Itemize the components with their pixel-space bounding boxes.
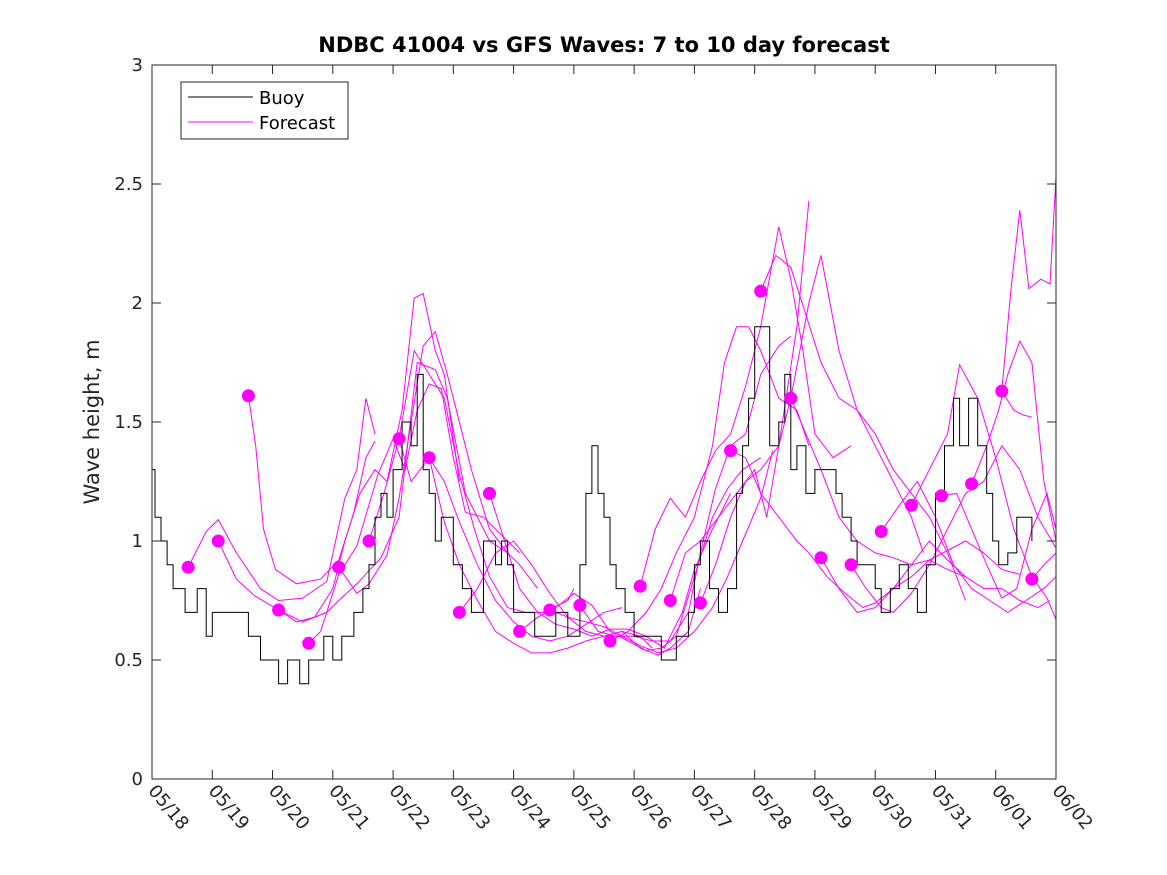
buoy-layer [152, 326, 1033, 685]
forecast-marker-28 [995, 384, 1009, 398]
forecast-marker-3 [241, 389, 255, 403]
chart-title: NDBC 41004 vs GFS Waves: 7 to 10 day for… [318, 33, 889, 57]
forecast-marker-25 [904, 498, 918, 512]
forecast-line-3 [217, 292, 460, 623]
y-tick-label: 2 [132, 293, 143, 314]
forecast-line-2 [187, 398, 376, 602]
forecast-line-15 [609, 326, 810, 642]
forecast-marker-16 [633, 579, 647, 593]
legend-box [180, 81, 349, 140]
forecast-line-13 [549, 450, 774, 654]
forecast-marker-24 [874, 525, 888, 538]
forecast-marker-10 [452, 605, 466, 619]
forecast-line-18 [699, 255, 924, 604]
forecast-lines [187, 176, 1057, 656]
forecast-line-29 [1001, 176, 1057, 392]
buoy-line [152, 326, 1033, 685]
forecast-marker-14 [573, 598, 587, 612]
forecast-marker-2 [211, 534, 225, 548]
forecast-marker-29 [1025, 572, 1039, 586]
forecast-line-24 [880, 480, 1057, 613]
forecast-marker-23 [844, 558, 858, 572]
forecast-marker-12 [513, 624, 527, 638]
forecast-marker-20 [754, 284, 768, 298]
legend-forecast-label: Forecast [259, 113, 335, 134]
forecast-marker-8 [392, 432, 406, 446]
forecast-marker-6 [332, 560, 346, 574]
forecast-marker-22 [814, 551, 828, 565]
forecast-marker-9 [422, 451, 436, 465]
y-tick-label: 1.5 [114, 412, 143, 433]
forecast-line-28 [1001, 390, 1033, 418]
forecast-marker-27 [965, 477, 979, 491]
forecast-marker-21 [784, 391, 798, 405]
plot-background [152, 65, 1056, 779]
forecast-line-25 [910, 363, 1057, 620]
forecast-marker-7 [362, 534, 376, 548]
forecast-markers [181, 284, 1039, 650]
forecast-line-27 [971, 339, 1057, 542]
forecast-line-22 [820, 557, 1051, 613]
y-tick-label: 1 [132, 531, 143, 552]
forecast-marker-17 [663, 594, 677, 607]
forecast-marker-19 [724, 444, 738, 458]
y-tick-label: 0.5 [114, 650, 143, 671]
y-tick-label: 0 [132, 769, 143, 790]
forecast-marker-5 [302, 636, 316, 650]
forecast-marker-15 [603, 634, 617, 648]
forecast-marker-1 [181, 560, 195, 574]
forecast-marker-18 [693, 596, 707, 610]
forecast-marker-4 [272, 603, 286, 617]
y-tick-label: 3 [132, 55, 143, 76]
forecast-line-16 [639, 226, 852, 587]
y-axis-label: Wave height, m [80, 339, 104, 504]
y-axis: 0 0.5 1 1.5 2 2.5 3 [114, 55, 1056, 790]
forecast-line-20 [760, 254, 967, 601]
forecast-marker-13 [543, 603, 557, 617]
y-tick-label: 2.5 [114, 174, 143, 195]
legend-buoy-label: Buoy [259, 88, 305, 109]
forecast-line-1 [247, 395, 376, 585]
forecast-marker-26 [935, 489, 948, 503]
forecast-marker-11 [483, 486, 496, 500]
forecast-line-12 [519, 457, 761, 652]
forecast-line-19 [730, 450, 966, 609]
plot-area [151, 64, 1057, 780]
forecast-line-26 [941, 491, 1057, 599]
forecast-line-11 [489, 493, 732, 649]
legend: Buoy Forecast [180, 81, 349, 140]
